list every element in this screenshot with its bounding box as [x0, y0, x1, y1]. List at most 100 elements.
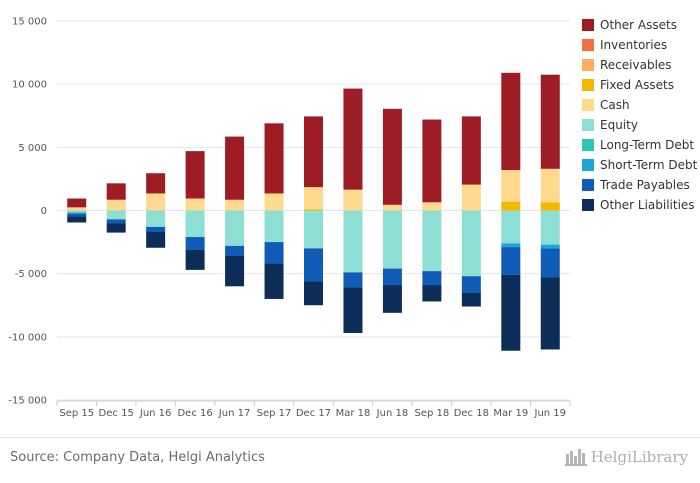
bar-segment — [146, 210, 166, 227]
bar-segment — [540, 202, 560, 211]
legend-item[interactable]: Fixed Assets — [582, 75, 700, 95]
legend-swatch — [582, 159, 594, 171]
bar-segment — [67, 213, 87, 217]
legend-item[interactable]: Long-Term Debt — [582, 135, 700, 155]
bar-segment — [67, 198, 87, 208]
bar-segment — [540, 74, 560, 169]
legend-swatch — [582, 139, 594, 151]
legend-swatch — [582, 59, 594, 71]
bar-segment — [382, 204, 402, 211]
bar-segment — [264, 123, 284, 194]
legend-item[interactable]: Other Assets — [582, 15, 700, 35]
bar-segment — [540, 168, 560, 203]
bar-segment — [225, 136, 245, 200]
bar-segment — [382, 108, 402, 205]
bar-segment — [422, 210, 442, 272]
legend-item[interactable]: Receivables — [582, 55, 700, 75]
bar-segment — [264, 263, 284, 299]
bar-segment — [264, 210, 284, 243]
bar-segment — [67, 207, 87, 211]
bar-segment — [540, 244, 560, 249]
x-axis-ticks: Sep 15 Dec 15 Jun 16 Dec 16 Jun 17 Sep 17 Dec … — [56, 400, 571, 419]
legend-item[interactable]: Short-Term Debt — [582, 155, 700, 175]
bar-segment — [304, 116, 323, 188]
legend-label: Receivables — [600, 58, 672, 72]
y-axis-ticks: 15 000 10 000 5 000 0 -5 000 -10 000 -15 000 — [8, 17, 47, 407]
bar-segment — [225, 210, 245, 246]
legend-item[interactable]: Cash — [582, 95, 700, 115]
helgi-library-logo-icon — [564, 449, 587, 466]
bar-segment — [304, 281, 323, 306]
legend-label: Cash — [600, 98, 630, 112]
bar-segment — [185, 249, 205, 270]
legend-swatch — [582, 99, 594, 111]
legend-swatch — [582, 199, 594, 211]
bar-segment — [67, 212, 87, 214]
x-tick-label: Jun 16 — [139, 408, 172, 419]
bar-segment — [540, 248, 560, 278]
bar-segment — [461, 276, 481, 293]
legend: Other Assets Inventories Receivables Fixed … — [582, 15, 700, 215]
bar-segment — [304, 210, 323, 249]
bar-segment — [422, 271, 442, 286]
bar-segment — [67, 210, 87, 213]
legend-label: Other Liabilities — [600, 198, 695, 212]
legend-swatch — [582, 19, 594, 31]
legend-item[interactable]: Trade Payables — [582, 175, 700, 195]
bar-segment — [461, 210, 481, 277]
x-tick-label: Dec 18 — [454, 408, 489, 419]
bar-segment — [422, 119, 442, 203]
bar-segment — [461, 292, 481, 307]
legend-item[interactable]: Inventories — [582, 35, 700, 55]
legend-item[interactable]: Equity — [582, 115, 700, 135]
bar-segment — [185, 210, 205, 238]
bar-segment — [106, 219, 126, 224]
bar-segment — [461, 184, 481, 211]
legend-label: Fixed Assets — [600, 78, 674, 92]
bar-segment — [501, 274, 521, 351]
bar-segment — [264, 193, 284, 211]
y-tick-label: 0 — [41, 206, 47, 217]
bar-segment — [304, 248, 323, 282]
bar-segment — [67, 216, 87, 223]
bar-segment — [461, 116, 481, 185]
x-tick-label: Jun 18 — [376, 408, 409, 419]
bar-segment — [501, 72, 521, 171]
bar-segment — [225, 245, 245, 256]
x-tick-label: Dec 15 — [99, 408, 134, 419]
legend-swatch — [582, 179, 594, 191]
brand-name: HelgiLibrary — [590, 448, 688, 466]
bar-segment — [382, 210, 402, 269]
x-tick-label: Dec 16 — [177, 408, 212, 419]
brand[interactable]: HelgiLibrary — [564, 448, 688, 466]
bar-segment — [343, 88, 363, 190]
y-tick-label: 10 000 — [12, 80, 47, 91]
bar-segment — [146, 231, 166, 248]
x-tick-label: Mar 19 — [493, 408, 528, 419]
x-tick-label: Sep 15 — [59, 408, 94, 419]
legend-swatch — [582, 119, 594, 131]
y-tick-label: 15 000 — [12, 17, 47, 28]
y-tick-label: -15 000 — [8, 396, 47, 407]
x-tick-label: Jun 19 — [534, 408, 567, 419]
bar-segment — [382, 285, 402, 313]
bar-segment — [540, 277, 560, 350]
bar-segment — [146, 193, 166, 211]
balance-sheet-chart: 15 000 10 000 5 000 0 -5 000 -10 000 -15 000 S… — [8, 17, 571, 419]
x-tick-label: Mar 18 — [336, 408, 371, 419]
bars — [67, 72, 560, 351]
bar-segment — [343, 189, 363, 211]
bar-segment — [106, 199, 126, 211]
bar-segment — [343, 210, 363, 273]
legend-label: Short-Term Debt — [600, 158, 698, 172]
legend-label: Trade Payables — [600, 178, 690, 192]
y-tick-label: -5 000 — [15, 269, 47, 280]
legend-swatch — [582, 39, 594, 51]
x-tick-label: Sep 18 — [415, 408, 450, 419]
bar-segment — [501, 201, 521, 211]
bar-segment — [146, 226, 166, 232]
bar-segment — [264, 242, 284, 264]
legend-item[interactable]: Other Liabilities — [582, 195, 700, 215]
bar-segment — [501, 170, 521, 202]
bar-segment — [501, 247, 521, 275]
